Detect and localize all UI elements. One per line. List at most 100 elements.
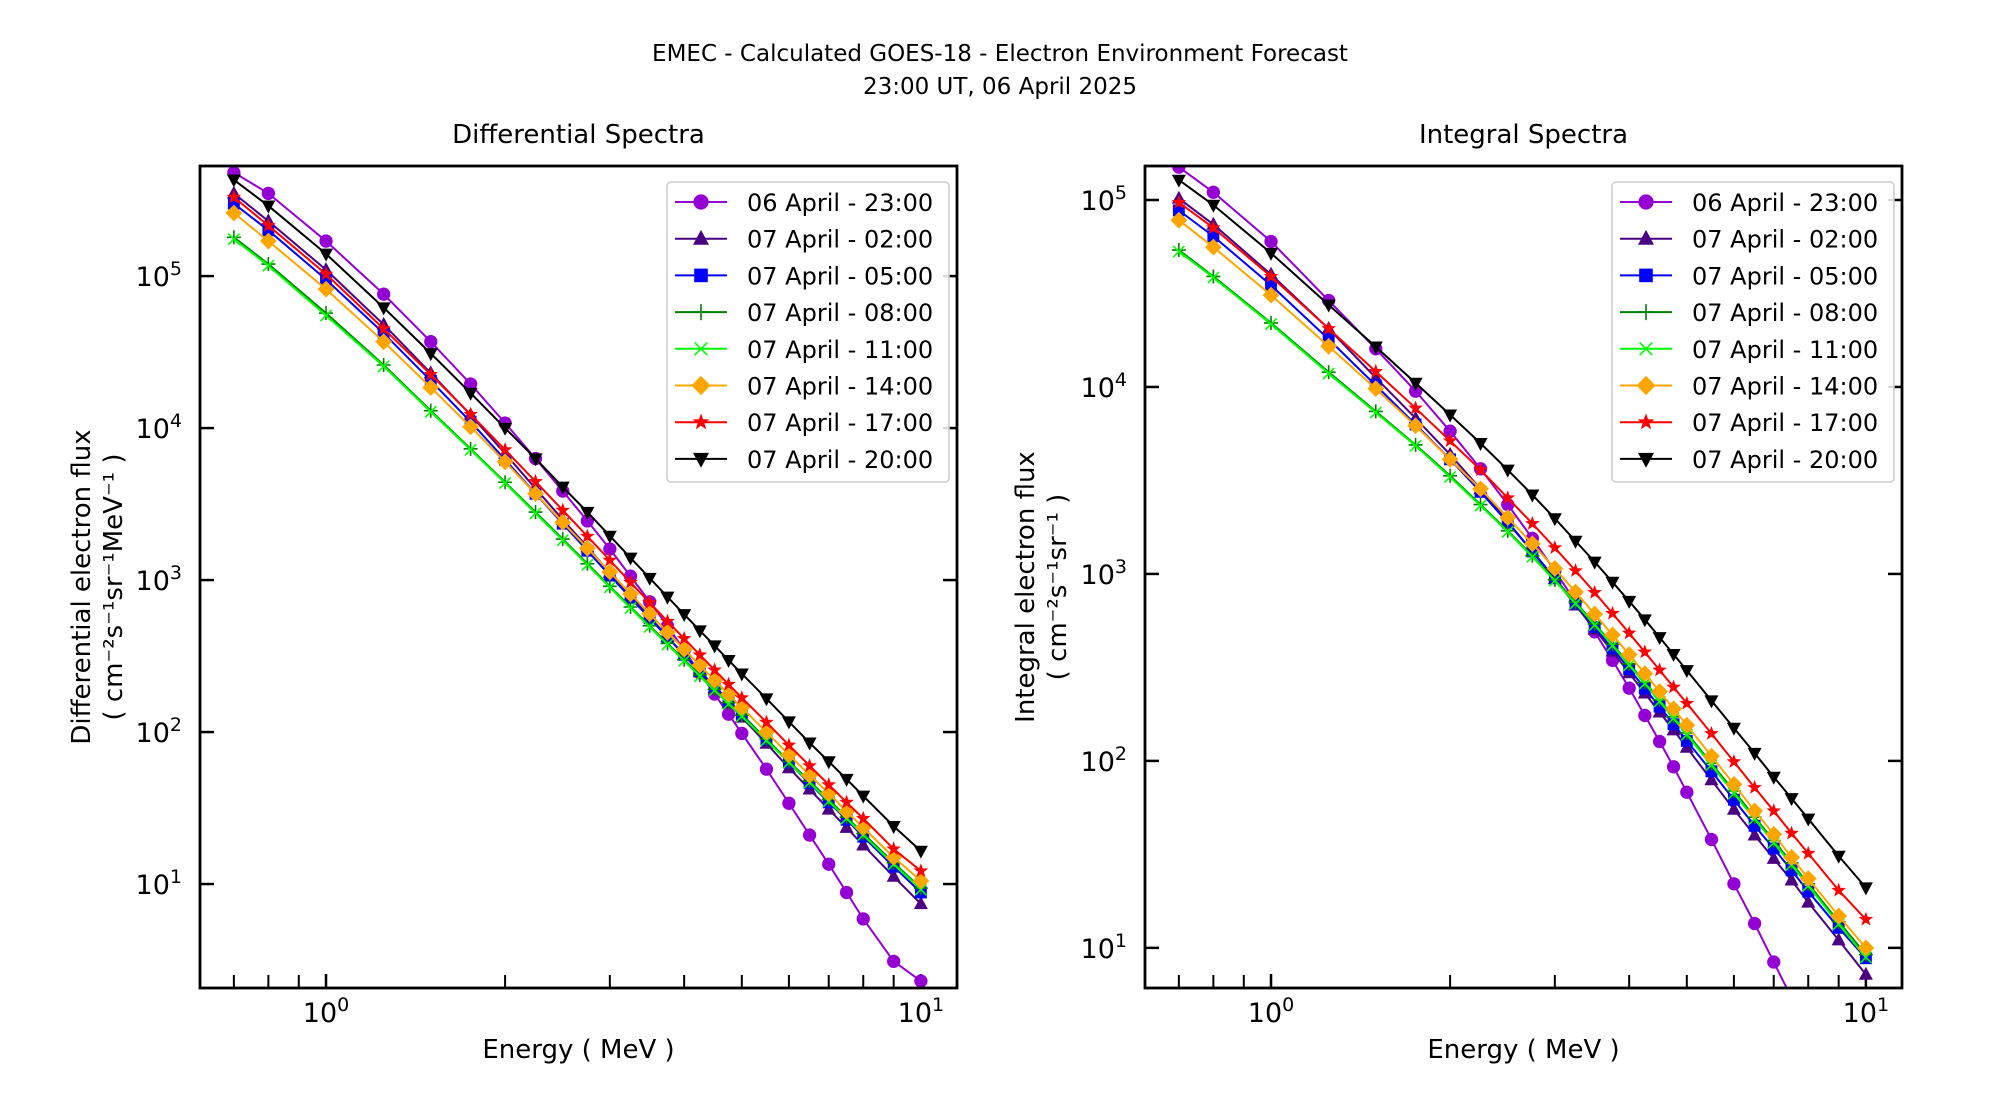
data-point (226, 230, 241, 245)
data-point (1799, 870, 1817, 887)
legend-item[interactable]: 07 April - 08:00 (1620, 299, 1878, 327)
data-point (642, 594, 657, 609)
legend-item[interactable]: 07 April - 17:00 (1620, 409, 1878, 437)
data-point (1206, 185, 1221, 199)
data-point (261, 257, 276, 272)
legend-label: 07 April - 17:00 (1692, 409, 1878, 437)
legend-label: 07 April - 05:00 (747, 262, 933, 290)
data-point (555, 481, 570, 495)
data-point (319, 306, 334, 321)
data-point (1587, 584, 1602, 599)
data-point (464, 443, 477, 456)
data-point (498, 476, 512, 490)
data-point (623, 552, 638, 566)
data-point (1680, 785, 1694, 799)
legend-marker-circle-icon (693, 194, 709, 210)
legend: 06 April - 23:00 07 April - 02:00 07 April… (1611, 181, 1895, 483)
data-point (692, 625, 707, 639)
data-point (914, 883, 928, 896)
data-point (721, 707, 736, 721)
data-point (581, 558, 594, 571)
data-point (1748, 819, 1761, 832)
legend-item[interactable]: 07 April - 05:00 (1620, 262, 1878, 290)
legend-item[interactable]: 07 April - 02:00 (1620, 226, 1878, 254)
y-tick-label: 103 (1081, 556, 1127, 591)
legend-label: 07 April - 08:00 (747, 299, 933, 327)
data-point (1586, 605, 1604, 623)
data-point (1652, 662, 1667, 677)
legend-marker-square-icon (1639, 268, 1653, 283)
legend-item[interactable]: 06 April - 23:00 (1620, 189, 1878, 217)
legend-label: 07 April - 20:00 (747, 446, 933, 474)
data-point (1172, 166, 1186, 174)
data-point (914, 974, 928, 988)
data-point (319, 248, 334, 262)
data-point (1623, 659, 1636, 672)
y-tick-label: 101 (136, 866, 182, 901)
data-point (1666, 679, 1681, 694)
data-point (759, 693, 774, 707)
data-point (707, 662, 722, 677)
data-point (1704, 772, 1719, 786)
data-point (1704, 695, 1719, 709)
legend-item[interactable]: 07 April - 02:00 (675, 226, 933, 254)
legend-item[interactable]: 07 April - 20:00 (675, 446, 933, 474)
data-point (1621, 625, 1637, 640)
data-point (1665, 700, 1682, 718)
data-point (1679, 665, 1694, 679)
data-point (1443, 470, 1457, 484)
data-point (675, 640, 693, 658)
data-point (580, 528, 595, 543)
data-point (839, 885, 854, 900)
data-point (1622, 595, 1637, 609)
data-point (556, 534, 569, 547)
data-point (1322, 367, 1335, 380)
data-point (1443, 409, 1458, 423)
y-axis-unit-label: ( cm⁻²s⁻¹sr⁻¹ ) (1043, 494, 1073, 681)
data-point (603, 581, 617, 594)
legend-item[interactable]: 07 April - 14:00 (675, 373, 933, 401)
data-point (1680, 734, 1693, 747)
data-point (529, 507, 542, 520)
legend-item[interactable]: 07 April - 11:00 (675, 336, 933, 364)
data-point (1727, 877, 1741, 891)
data-point (722, 697, 735, 711)
legend-item[interactable]: 06 April - 23:00 (675, 189, 933, 217)
legend-item[interactable]: 07 April - 20:00 (1620, 446, 1878, 474)
legend-item[interactable]: 07 April - 11:00 (1620, 336, 1878, 364)
data-point (1784, 872, 1799, 886)
data-point (1472, 480, 1489, 498)
data-point (660, 613, 675, 628)
legend-item[interactable]: 07 April - 14:00 (1620, 373, 1878, 401)
legend-item[interactable]: 07 April - 05:00 (675, 262, 933, 290)
data-point (377, 360, 390, 373)
data-point (422, 379, 440, 396)
data-point (423, 348, 438, 362)
legend-label: 06 April - 23:00 (1692, 189, 1878, 217)
data-point (377, 287, 391, 301)
x-axis-label: Energy ( MeV ) (482, 1035, 674, 1065)
data-point (707, 640, 722, 654)
legend-item[interactable]: 07 April - 17:00 (675, 409, 933, 437)
legend-marker-square-icon (694, 268, 708, 283)
data-point (1620, 646, 1638, 664)
data-point (319, 309, 333, 322)
data-point (1726, 722, 1741, 736)
legend-marker-diamond-icon (1636, 375, 1656, 396)
data-point (1546, 560, 1564, 577)
data-point (317, 280, 335, 298)
data-point (1207, 271, 1220, 284)
data-point (497, 442, 513, 456)
legend-item[interactable]: 07 April - 08:00 (675, 299, 933, 327)
data-point (1766, 803, 1782, 818)
data-point (642, 572, 657, 586)
y-tick-label: 101 (1081, 930, 1127, 965)
legend-box (1611, 181, 1895, 483)
data-point (463, 377, 478, 391)
data-point (691, 656, 709, 674)
data-point (1442, 433, 1458, 448)
data-point (602, 530, 617, 544)
data-point (1703, 747, 1720, 765)
data-point (822, 857, 836, 871)
data-point (1858, 911, 1874, 926)
